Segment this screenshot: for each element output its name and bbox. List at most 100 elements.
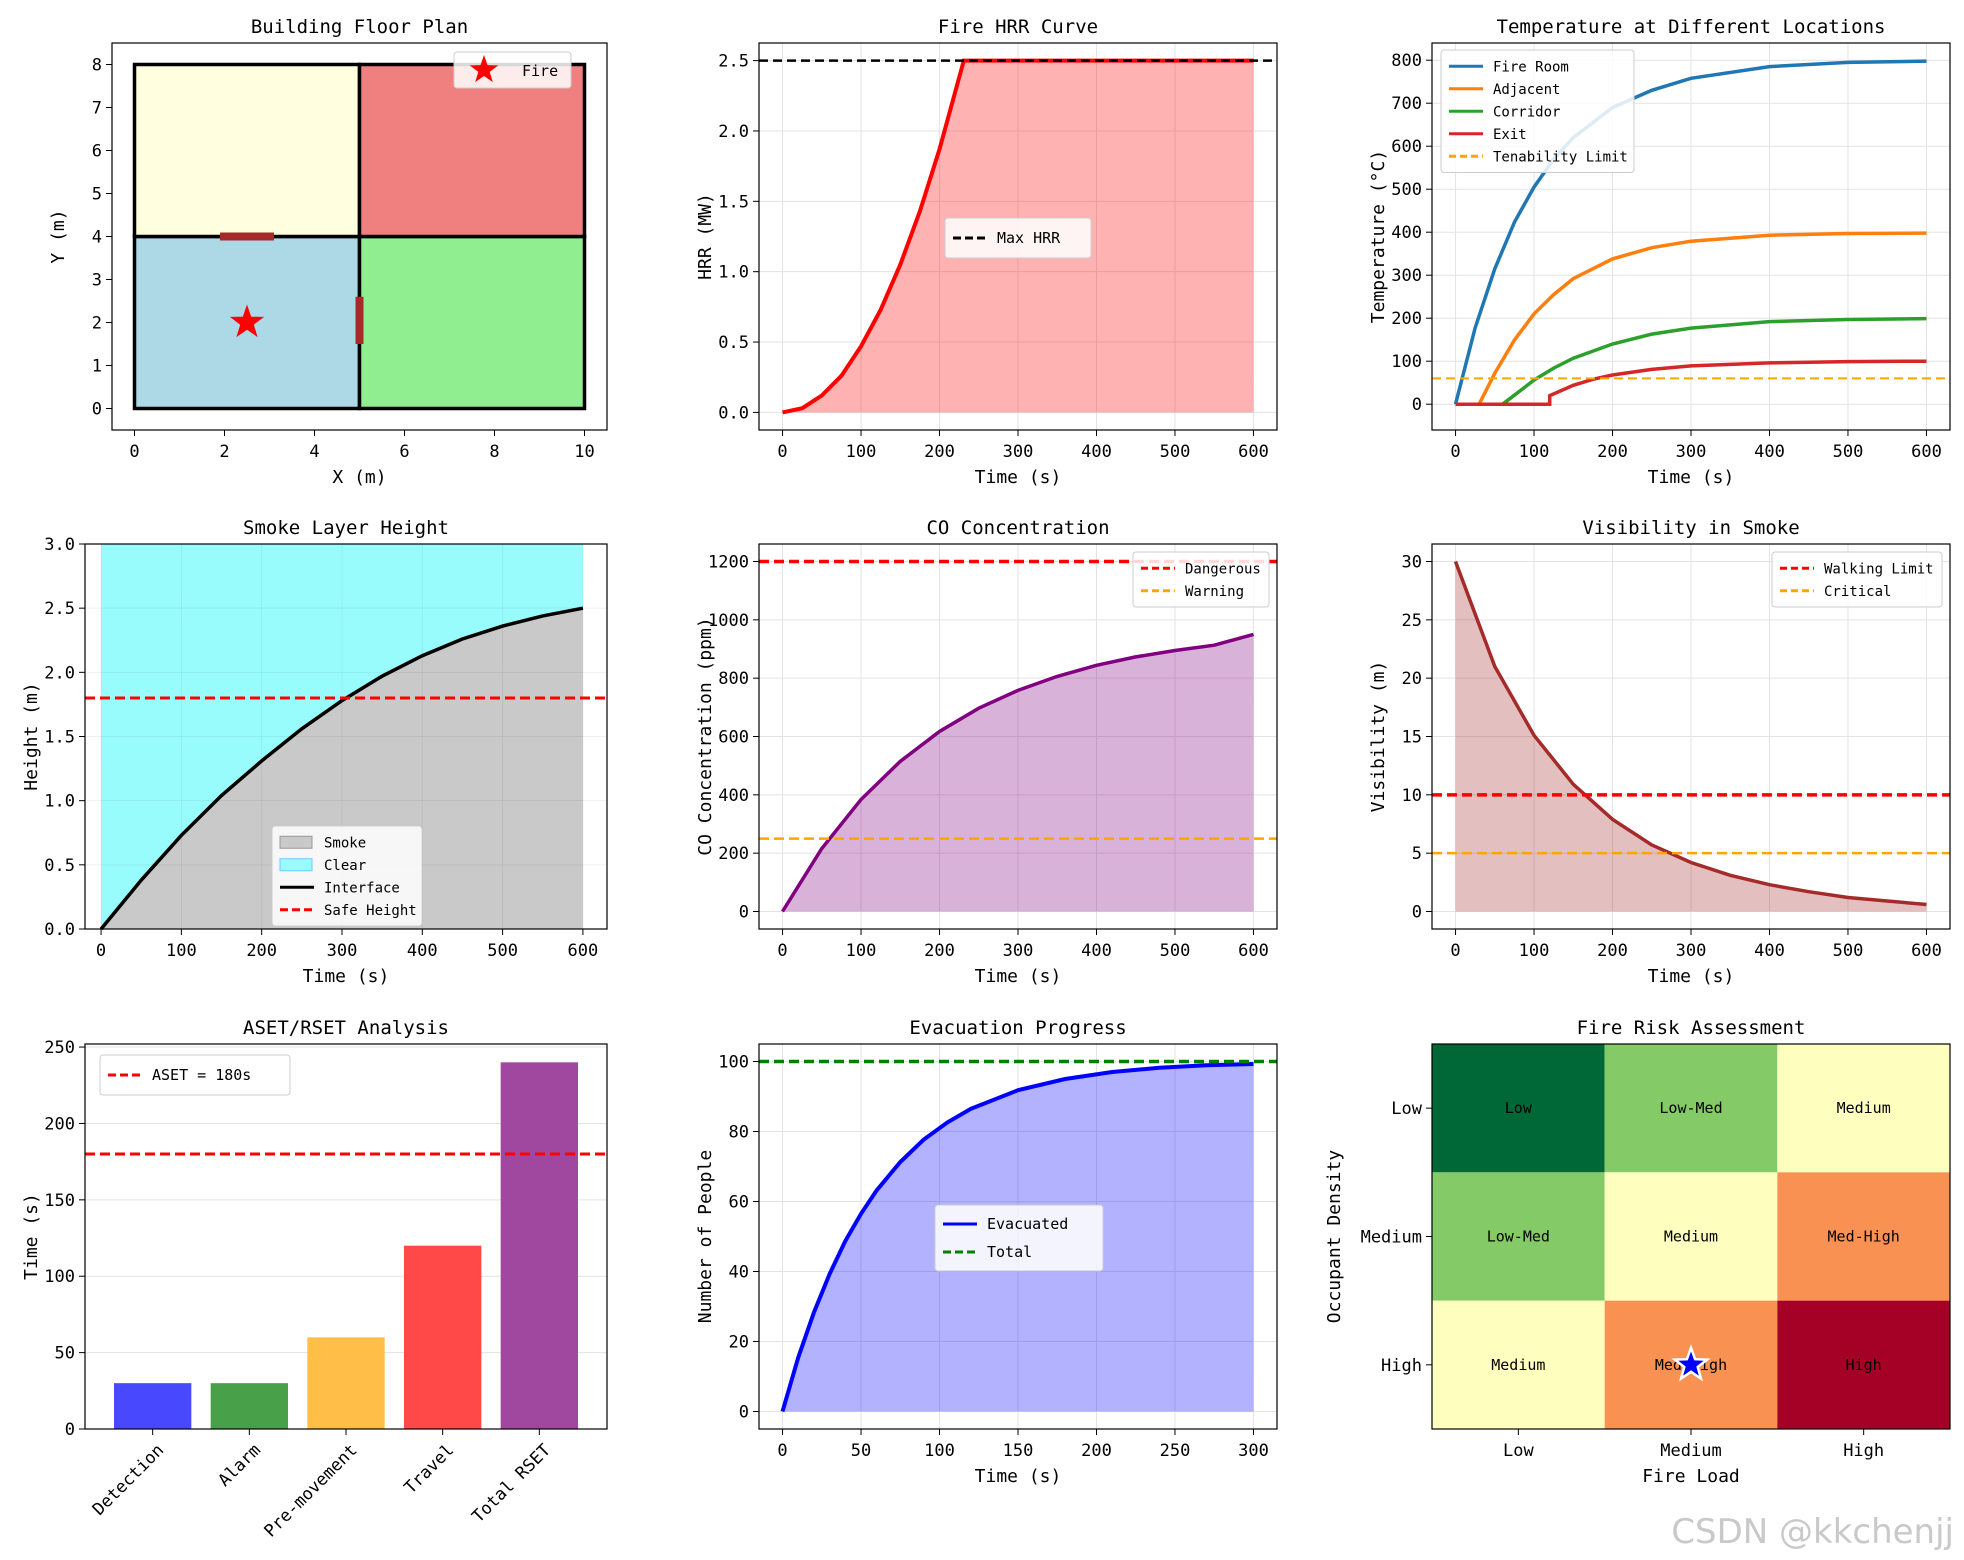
aset-title: ASET/RSET Analysis — [243, 1017, 449, 1039]
floor-xtick-label: 8 — [489, 442, 499, 462]
floor-ytick-label: 4 — [92, 228, 102, 248]
smoke-ytick-label: 2.0 — [44, 663, 75, 683]
temp-legend-label: Corridor — [1493, 104, 1560, 120]
smoke-interface-line — [99, 606, 584, 931]
hrr-ytick-label: 0.0 — [718, 403, 749, 423]
smoke-legend-label: Safe Height — [324, 903, 417, 919]
temp-ytick-label: 400 — [1391, 223, 1422, 243]
smoke-xtick-label: 200 — [246, 941, 277, 961]
co-ytick-label: 800 — [718, 669, 749, 689]
vis-ytick-label: 15 — [1402, 728, 1422, 748]
vis-legend-label: Critical — [1824, 584, 1891, 600]
evac-ytick-label: 60 — [729, 1193, 749, 1213]
risk-xtick-label: High — [1843, 1441, 1884, 1461]
hrr-xtick-label: 200 — [924, 442, 955, 462]
hrr-legend-label: Max HRR — [997, 229, 1061, 247]
vis-xtick-label: 300 — [1676, 941, 1707, 961]
co-xtick-label: 100 — [846, 941, 877, 961]
temp-xtick-label: 200 — [1597, 442, 1628, 462]
aset-bar-detection — [114, 1383, 192, 1429]
temp-xlabel: Time (s) — [1648, 467, 1735, 488]
temp-legend-label: Fire Room — [1493, 59, 1569, 75]
evac-xlabel: Time (s) — [975, 1466, 1062, 1487]
vis-ytick-label: 5 — [1412, 844, 1422, 864]
evac-title: Evacuation Progress — [909, 1017, 1126, 1039]
vis-legend-box — [1771, 551, 1943, 608]
vis-xtick-label: 100 — [1519, 941, 1550, 961]
vis-xtick-label: 500 — [1833, 941, 1864, 961]
vis-xtick-label: 400 — [1754, 941, 1785, 961]
temp-legend-label: Adjacent — [1493, 82, 1560, 98]
co-line — [781, 632, 1254, 913]
floor-xtick-label: 0 — [129, 442, 139, 462]
risk-xtick-label: Medium — [1660, 1441, 1721, 1461]
vis-legend: Walking Limit Critical — [1771, 551, 1943, 608]
room-top-right — [357, 62, 587, 239]
smoke-title: Smoke Layer Height — [243, 517, 449, 539]
temp-ytick-label: 300 — [1391, 266, 1422, 286]
smoke-ytick-label: 1.0 — [44, 792, 75, 812]
evac-ytick-label: 100 — [718, 1053, 749, 1073]
risk-cell — [1432, 1044, 1605, 1173]
temp-legend-label: Exit — [1493, 127, 1527, 143]
smoke-xtick-label: 300 — [327, 941, 358, 961]
temp-ytick-label: 600 — [1391, 137, 1422, 157]
hrr-ytick-label: 0.5 — [718, 333, 749, 353]
smoke-legend-label: Clear — [324, 858, 366, 874]
evac-legend-label: Total — [987, 1243, 1032, 1261]
co-title: CO Concentration — [926, 517, 1109, 539]
vis-legend-label: Walking Limit — [1824, 561, 1934, 577]
vis-xtick-label: 0 — [1450, 941, 1460, 961]
floor-xlabel: X (m) — [332, 467, 386, 488]
temp-ytick-label: 200 — [1391, 309, 1422, 329]
temp-legend-box — [1440, 49, 1635, 173]
co-xtick-label: 200 — [924, 941, 955, 961]
temperature-chart: 0 100 200 300 400 500 600 0 100 200 300 400 500 600 70… — [1368, 16, 1951, 488]
floor-ytick-label: 8 — [92, 56, 102, 76]
co-xtick-label: 500 — [1160, 941, 1191, 961]
hrr-xtick-label: 0 — [777, 442, 787, 462]
aset-legend: ASET = 180s — [99, 1054, 291, 1096]
smoke-ytick-label: 1.5 — [44, 728, 75, 748]
risk-xtick-label: Low — [1503, 1441, 1534, 1461]
floor-ytick-label: 5 — [92, 185, 102, 205]
temp-xtick-label: 300 — [1676, 442, 1707, 462]
aset-ytick-label: 200 — [44, 1114, 75, 1134]
floor-ytick-label: 6 — [92, 142, 102, 162]
smoke-axes-frame — [84, 543, 608, 930]
aset-xtick-label: Detection — [89, 1440, 168, 1519]
evac-xtick-label: 150 — [1003, 1441, 1034, 1461]
aset-chart: 0 50 100 150 200 250 Detection AlarmPre-movemen… — [21, 1017, 608, 1541]
smoke-legend-label: Smoke — [324, 835, 366, 851]
smoke-ytick-label: 0.5 — [44, 856, 75, 876]
floor-ytick-label: 7 — [92, 99, 102, 119]
temp-ylabel: Temperature (°C) — [1368, 150, 1389, 323]
temp-ytick-label: 700 — [1391, 94, 1422, 114]
hrr-chart: 0 100 200 300 400 500 600 0.0 0.5 1.0 1.5 2.0 2.5 Fir… — [695, 16, 1278, 488]
visibility-area — [1455, 561, 1927, 912]
hrr-legend: Max HRR — [944, 217, 1092, 259]
temp-xtick-label: 0 — [1450, 442, 1460, 462]
smoke-xtick-label: 600 — [568, 941, 599, 961]
evac-axes-frame — [758, 1043, 1278, 1430]
smoke-ytick-label: 3.0 — [44, 535, 75, 555]
aset-axes-frame — [84, 1043, 608, 1430]
vis-xtick-label: 200 — [1597, 941, 1628, 961]
fire-marker — [229, 304, 265, 338]
co-ytick-label: 0 — [739, 903, 749, 923]
risk-title: Fire Risk Assessment — [1577, 1017, 1806, 1039]
co-legend-label: Warning — [1185, 584, 1244, 600]
vis-ytick-label: 10 — [1402, 786, 1422, 806]
temp-xtick-label: 600 — [1911, 442, 1942, 462]
aset-xtick-label: Pre-movement — [261, 1440, 362, 1541]
hrr-ytick-label: 1.5 — [718, 192, 749, 212]
aset-ytick-label: 100 — [44, 1267, 75, 1287]
vis-xlabel: Time (s) — [1648, 966, 1735, 987]
risk-cell-label: Medium — [1837, 1099, 1891, 1117]
visibility-line — [1453, 560, 1927, 907]
temp-legend-label: Tenability Limit — [1493, 149, 1628, 165]
risk-cell-label: Med-High — [1828, 1228, 1900, 1246]
temp-ytick-label: 500 — [1391, 180, 1422, 200]
floor-title: Building Floor Plan — [251, 16, 468, 38]
temp-ytick-label: 0 — [1412, 395, 1422, 415]
